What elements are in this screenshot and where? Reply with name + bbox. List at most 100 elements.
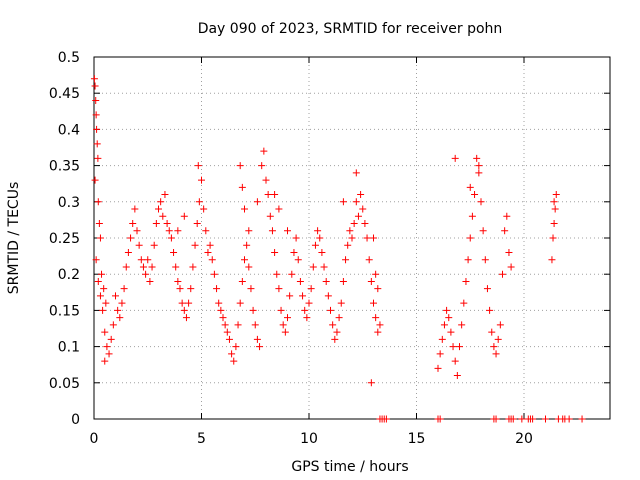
data-point — [178, 299, 186, 307]
data-point — [180, 212, 188, 220]
data-point — [453, 372, 461, 380]
data-point — [129, 220, 137, 228]
data-point — [217, 306, 225, 314]
data-point — [198, 176, 205, 184]
data-point — [466, 183, 474, 191]
data-point — [230, 357, 238, 365]
data-point — [236, 162, 244, 170]
data-point — [271, 248, 279, 256]
data-point — [507, 263, 515, 271]
data-point — [286, 292, 294, 300]
data-point — [447, 328, 455, 336]
data-point — [127, 234, 135, 242]
data-point — [167, 234, 175, 242]
data-point — [247, 285, 255, 293]
data-point — [139, 263, 147, 271]
data-point — [552, 191, 560, 199]
grid-lines — [94, 57, 610, 419]
data-point — [241, 205, 248, 213]
data-point — [327, 306, 334, 314]
data-point — [238, 277, 246, 285]
data-point — [458, 321, 466, 329]
data-point — [471, 191, 479, 199]
data-point — [354, 212, 362, 220]
data-point — [103, 343, 111, 351]
data-point — [436, 350, 444, 358]
data-point — [449, 343, 457, 351]
data-point — [550, 220, 558, 228]
data-point — [99, 306, 107, 314]
data-point — [148, 263, 156, 271]
data-point — [152, 220, 160, 228]
data-point — [163, 220, 171, 228]
data-point — [194, 162, 202, 170]
data-point — [155, 205, 162, 213]
data-point — [266, 212, 274, 220]
data-point — [245, 227, 253, 235]
data-point — [333, 328, 341, 336]
data-points — [90, 75, 586, 423]
data-point — [100, 285, 108, 293]
y-tick-label: 0.2 — [58, 267, 80, 283]
data-point — [107, 335, 115, 343]
data-point — [213, 285, 221, 293]
data-point — [185, 299, 193, 307]
chart-title: Day 090 of 2023, SRMTID for receiver poh… — [198, 21, 503, 37]
data-point — [316, 234, 324, 242]
data-point — [101, 357, 109, 365]
data-point — [260, 147, 268, 155]
data-point — [342, 256, 350, 264]
data-point — [462, 277, 470, 285]
data-point — [376, 321, 384, 329]
y-axis-label: SRMTID / TECUs — [6, 182, 22, 295]
data-point — [124, 248, 132, 256]
data-point — [174, 277, 182, 285]
data-point — [372, 314, 380, 322]
x-tick-label: 5 — [197, 431, 206, 447]
data-point — [370, 234, 377, 242]
data-point — [466, 234, 474, 242]
data-point — [243, 241, 251, 249]
data-point — [299, 292, 307, 300]
data-point — [292, 234, 300, 242]
data-point — [176, 285, 184, 293]
data-point — [170, 248, 178, 256]
y-tick-labels: 0 0.05 0.1 0.15 0.2 0.25 0.3 0.35 0.4 0.45 0.5 — [49, 50, 80, 428]
data-point — [374, 328, 382, 336]
data-point — [477, 198, 485, 206]
data-point — [262, 176, 270, 184]
data-point — [193, 220, 201, 228]
data-point — [503, 212, 511, 220]
data-point — [359, 205, 367, 213]
data-point — [337, 299, 345, 307]
data-point — [305, 299, 313, 307]
data-point — [548, 256, 556, 264]
y-tick-label: 0.4 — [58, 122, 80, 138]
data-point — [253, 335, 261, 343]
data-point — [464, 256, 472, 264]
data-point — [159, 212, 167, 220]
data-point — [505, 248, 513, 256]
data-point — [271, 191, 279, 199]
x-tick-label: 15 — [408, 431, 426, 447]
data-point — [165, 227, 173, 235]
data-point — [120, 285, 128, 293]
data-point — [284, 314, 291, 322]
data-point — [473, 154, 481, 162]
data-point — [234, 321, 242, 329]
data-point — [228, 350, 236, 358]
y-tick-label: 0.1 — [58, 340, 80, 356]
data-point — [346, 227, 354, 235]
data-point — [92, 111, 100, 119]
y-tick-label: 0.3 — [58, 195, 80, 211]
data-point — [225, 335, 233, 343]
data-point — [483, 285, 491, 293]
data-point — [492, 415, 500, 423]
data-point — [114, 306, 122, 314]
data-point — [135, 241, 143, 249]
data-point — [320, 263, 328, 271]
data-point — [322, 277, 330, 285]
x-tick-label: 20 — [515, 431, 533, 447]
data-point — [142, 270, 150, 278]
